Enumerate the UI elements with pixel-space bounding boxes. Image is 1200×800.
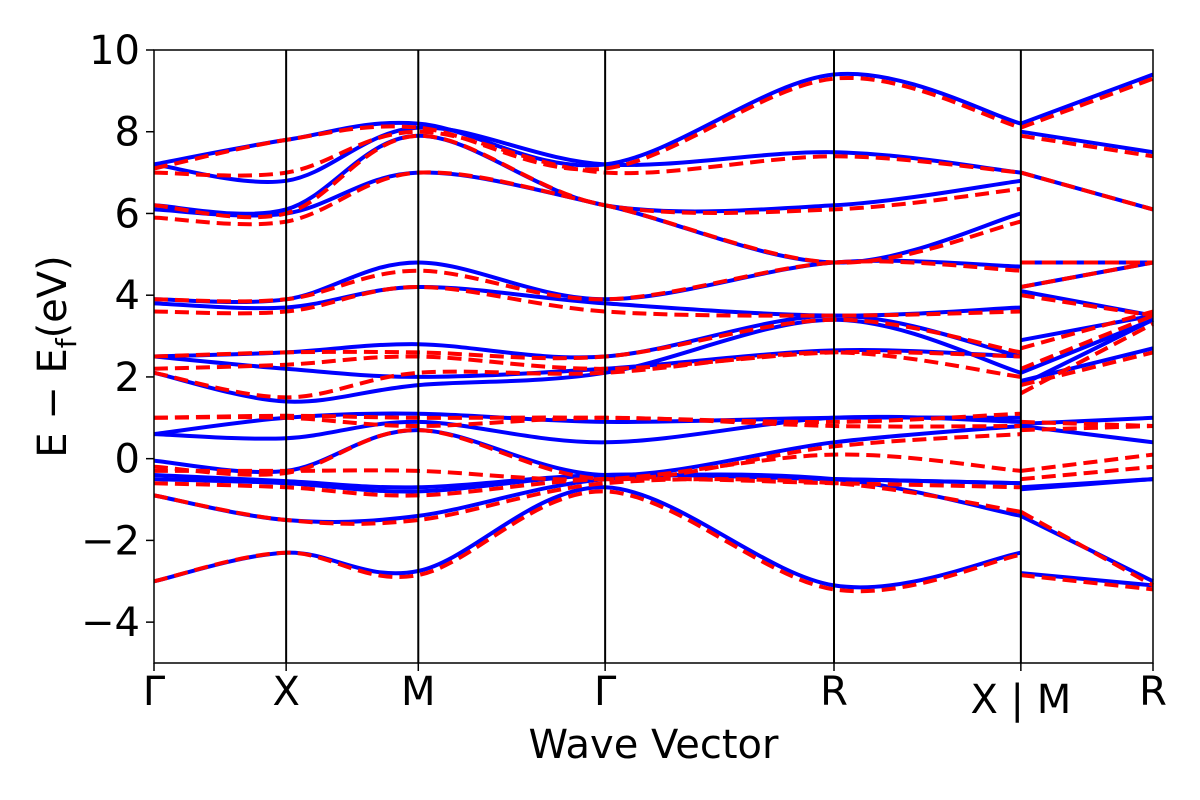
- dashed-band-2-seg-1: [1020, 464, 1154, 482]
- x-tick-label: M: [401, 669, 436, 715]
- solid-band-8-seg-1: [1020, 317, 1154, 375]
- dashed-band-1-seg-1: [1019, 510, 1154, 588]
- x-axis-ticks: Γ X M Γ R X | M R: [143, 663, 1167, 723]
- dashed-band-9-seg-1: [1020, 309, 1154, 351]
- solid-band-12-seg-0: [153, 170, 1022, 265]
- dashed-band-13-seg-0: [153, 133, 1022, 220]
- dashed-band-6-seg-1: [1019, 322, 1154, 396]
- dashed-band-0-seg-0: [153, 489, 1022, 594]
- solid-band-15-seg-0: [153, 71, 1022, 168]
- x-tick-label: Γ: [143, 669, 166, 715]
- y-tick-label: 0: [115, 437, 140, 483]
- x-tick-label: X: [272, 669, 299, 715]
- dashed-band-7-seg-1: [1020, 350, 1154, 388]
- kpoint-lines: [285, 50, 1022, 663]
- y-tick-label: −2: [81, 518, 140, 564]
- solid-band-4-seg-1: [1020, 424, 1154, 445]
- solid-band-3-seg-1: [1020, 477, 1154, 492]
- dashed-band-13-seg-1: [1020, 170, 1154, 212]
- dashed-band-8-seg-1: [1020, 313, 1154, 371]
- x-tick-label: R: [820, 669, 848, 715]
- solid-band-11-seg-0: [153, 258, 1021, 305]
- dashed-band-15-seg-1: [1020, 76, 1154, 130]
- dashed-band-3-seg-1: [1020, 452, 1154, 473]
- y-tick-label: 10: [89, 28, 140, 74]
- dashed-band-14-seg-1: [1020, 133, 1154, 159]
- y-axis-ticks: 10 8 6 4 2 0 −2 −4: [81, 28, 154, 646]
- solid-band-7-seg-1: [1020, 346, 1154, 383]
- dashed-band-11-seg-1: [1020, 260, 1154, 289]
- y-axis-label: E − Ef(eV): [30, 255, 83, 458]
- y-tick-label: 4: [115, 273, 140, 319]
- dashed-band-5-seg-1: [1020, 419, 1154, 428]
- x-tick-label: Γ: [594, 669, 617, 715]
- bands-layer: [153, 71, 1154, 594]
- y-axis-label-subscript: f: [50, 337, 83, 348]
- solid-band-4-seg-0: [153, 424, 1022, 478]
- y-tick-label: 6: [115, 191, 140, 237]
- y-tick-label: −4: [81, 600, 140, 646]
- dashed-band-0-seg-1: [1020, 573, 1154, 592]
- y-tick-label: 2: [115, 355, 140, 401]
- dashed-band-11-seg-0: [153, 259, 1021, 304]
- x-axis-label: Wave Vector: [529, 722, 780, 768]
- x-tick-label: X | M: [970, 677, 1071, 723]
- solid-band-0-seg-0: [153, 485, 1022, 590]
- dashed-band-10-seg-1: [1020, 293, 1154, 318]
- y-axis-label-main: E − E: [30, 348, 76, 458]
- solid-band-0-seg-1: [1020, 571, 1154, 588]
- solid-band-15-seg-1: [1020, 72, 1154, 126]
- solid-band-14-seg-1: [1020, 129, 1154, 155]
- dashed-band-12-seg-0: [153, 170, 1022, 265]
- dashed-band-4-seg-1: [1020, 424, 1154, 433]
- plot-frame: [153, 49, 1154, 664]
- y-axis-label-unit: (eV): [30, 255, 76, 338]
- y-tick-label: 8: [115, 110, 140, 156]
- x-tick-label: R: [1139, 669, 1167, 715]
- solid-band-7-seg-0: [153, 317, 1022, 404]
